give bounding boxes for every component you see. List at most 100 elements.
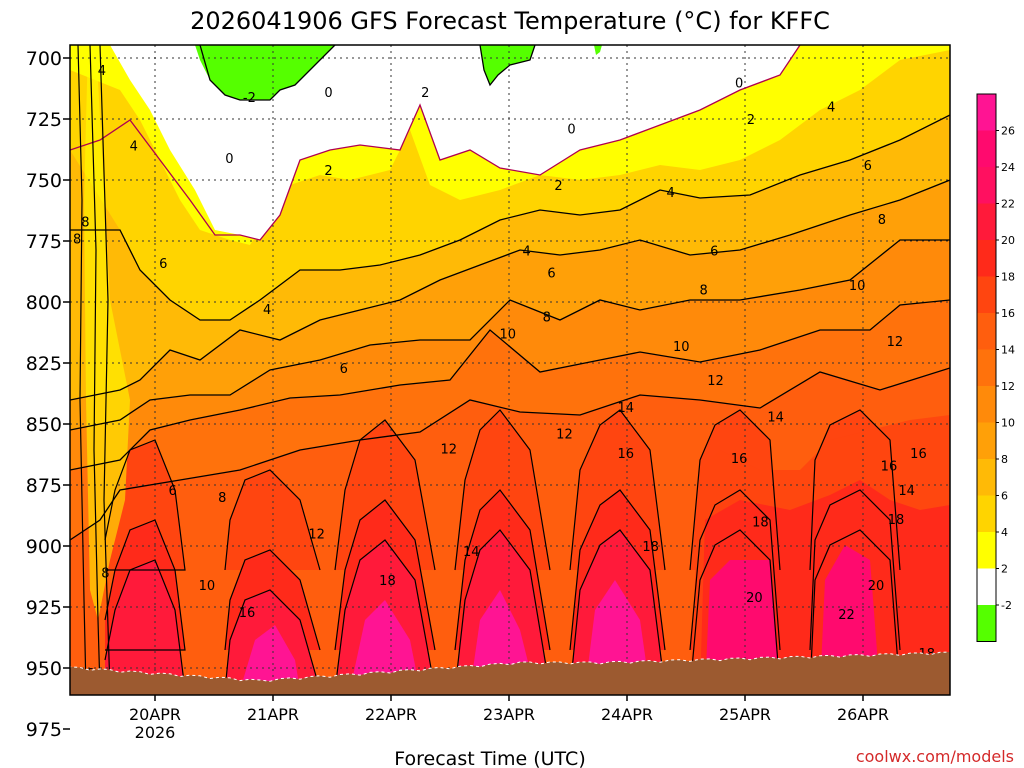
- y-tick-label: 850: [26, 414, 62, 436]
- y-tick-label: 700: [26, 48, 62, 70]
- y-tick-label: 750: [26, 170, 62, 192]
- colorbar-label: 18: [1001, 271, 1015, 284]
- contour-label: 8: [101, 567, 109, 582]
- contour-label: 20: [868, 579, 885, 594]
- y-tick-label: 900: [26, 536, 62, 558]
- x-tick-label: 24APR: [601, 705, 653, 724]
- plot-area: 448866686108-200224616121218141642010861…: [70, 45, 950, 695]
- contour-label: 12: [441, 442, 458, 457]
- y-tick-label: 825: [26, 353, 62, 375]
- colorbar-label: 26: [1001, 125, 1015, 138]
- colorbar-label: 6: [1001, 490, 1008, 503]
- contour-label: 4: [827, 101, 835, 116]
- colorbar-swatch: [977, 459, 996, 496]
- colorbar-label: 10: [1001, 417, 1015, 430]
- contour-line: [479, 45, 536, 87]
- contour-label: 14: [463, 545, 480, 560]
- contour-label: 4: [523, 245, 531, 260]
- x-tick-label: 21APR: [247, 705, 299, 724]
- contour-label: 6: [547, 267, 555, 282]
- contour-label: 10: [199, 579, 216, 594]
- band-22-24-east-b: [820, 545, 880, 690]
- contour-label: 2: [324, 164, 332, 179]
- contour-label: 16: [881, 459, 898, 474]
- contour-line: [689, 409, 781, 571]
- contour-label: 6: [864, 159, 872, 174]
- contour-line: [569, 489, 666, 651]
- contour-label: 12: [308, 528, 325, 543]
- contour-label: 2: [554, 179, 562, 194]
- contour-line: [199, 45, 336, 101]
- contour-label: 20: [746, 591, 763, 606]
- y-tick-label: 950: [26, 658, 62, 680]
- x-tick-sublabel: 2026: [135, 723, 176, 742]
- contour-label: 6: [169, 484, 177, 499]
- contour-label: 6: [340, 362, 348, 377]
- colorbar-swatch: [977, 495, 996, 533]
- y-axis: 7007257507758008258508759009259509751000: [26, 48, 70, 741]
- contour-label: -2: [243, 91, 256, 106]
- contour-label: 18: [642, 540, 659, 555]
- y-tick-label: 725: [26, 109, 62, 131]
- contour-label: 16: [731, 452, 748, 467]
- x-tick-label: 23APR: [483, 705, 535, 724]
- contour-label: 18: [888, 513, 905, 528]
- contour-line: [70, 299, 950, 471]
- contour-label: 14: [767, 411, 784, 426]
- contour-label: 12: [887, 335, 904, 350]
- contour-label: 2: [421, 86, 429, 101]
- contour-line: [809, 529, 901, 691]
- colorbar-swatch: [977, 386, 996, 423]
- contour-lines: [70, 45, 950, 691]
- contour-line: [99, 45, 111, 691]
- colorbar-label: 16: [1001, 307, 1015, 320]
- contour-line: [334, 539, 436, 691]
- contour-labels: 448866686108-200224616121218141642010861…: [73, 64, 935, 684]
- x-tick-label: 26APR: [837, 705, 889, 724]
- contour-label: 4: [667, 186, 675, 201]
- y-tick-label: 800: [26, 292, 62, 314]
- y-tick-label: 975: [26, 719, 62, 741]
- warm-lobe-24-1: [240, 625, 300, 690]
- colorbar-swatch: [977, 94, 996, 131]
- contour-line: [454, 409, 551, 571]
- contour-line: [104, 439, 186, 571]
- temperature-bands: [70, 45, 950, 695]
- contour-label: 10: [673, 340, 690, 355]
- contour-line: [454, 529, 551, 691]
- contour-label: 10: [500, 328, 517, 343]
- contour-label: 14: [898, 484, 915, 499]
- contour-line: [70, 114, 950, 321]
- colorbar-label: 20: [1001, 234, 1015, 247]
- band-below-minus2-a: [195, 45, 335, 100]
- contour-label: 14: [618, 401, 635, 416]
- x-tick-label: 25APR: [719, 705, 771, 724]
- contour-label: 4: [263, 303, 271, 318]
- contour-line: [569, 529, 666, 691]
- contour-label: 12: [556, 428, 573, 443]
- x-tick-label: 22APR: [365, 705, 417, 724]
- contour-label: 8: [218, 491, 226, 506]
- band-below-minus2-c: [594, 45, 602, 55]
- contour-line: [70, 239, 950, 431]
- contour-line: [689, 489, 781, 651]
- colorbar-label: 22: [1001, 198, 1015, 211]
- contour-label: 0: [735, 76, 743, 91]
- colorbar-label: 14: [1001, 344, 1015, 357]
- contour-line: [334, 419, 436, 571]
- contour-line: [224, 469, 321, 571]
- colorbar-swatch: [977, 605, 996, 642]
- colorbar-swatch: [977, 422, 996, 460]
- contour-label: 16: [618, 447, 635, 462]
- contour-label: 2: [747, 113, 755, 128]
- contour-label: 0: [567, 123, 575, 138]
- contour-line: [70, 45, 801, 241]
- colorbar-swatch: [977, 167, 996, 204]
- contour-label: 8: [700, 284, 708, 299]
- contour-line: [689, 529, 781, 691]
- contour-label: 8: [73, 232, 81, 247]
- colorbar-swatch: [977, 313, 996, 350]
- contour-label: 12: [707, 374, 724, 389]
